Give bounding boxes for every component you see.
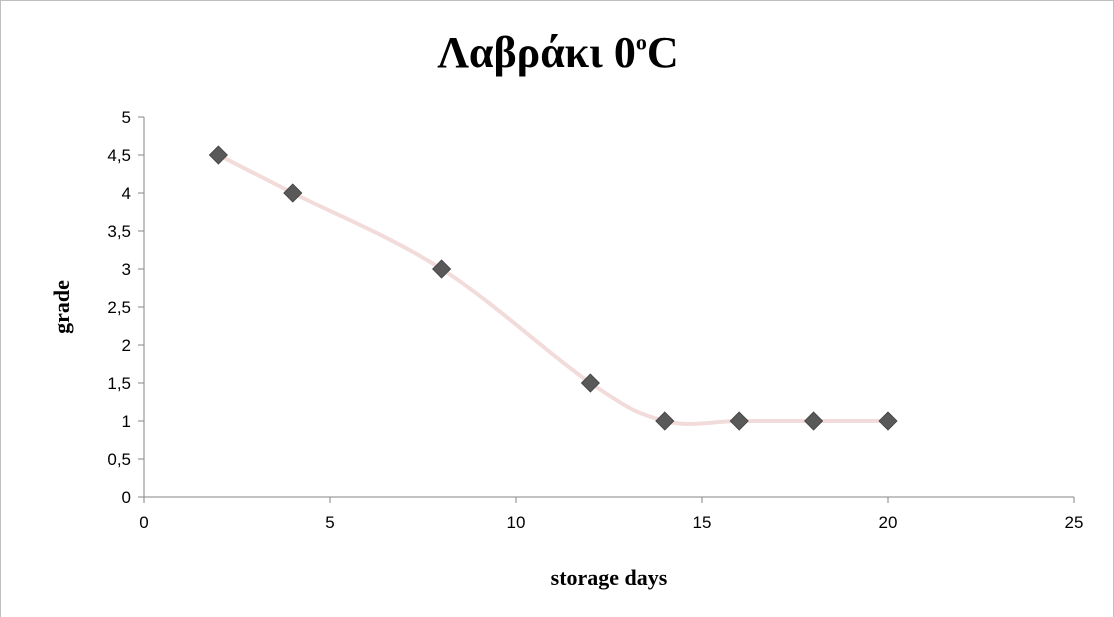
data-point-marker bbox=[804, 411, 824, 431]
data-point-marker bbox=[655, 411, 675, 431]
data-point-marker bbox=[283, 183, 303, 203]
y-tick-label: 0,5 bbox=[107, 450, 131, 469]
chart-title-main: Λαβράκι 0 bbox=[437, 28, 636, 77]
x-tick-label: 5 bbox=[325, 513, 334, 532]
x-tick-label: 0 bbox=[139, 513, 148, 532]
data-point-marker bbox=[432, 259, 452, 279]
y-tick-label: 2 bbox=[122, 336, 131, 355]
series bbox=[216, 153, 890, 426]
chart-title: Λαβράκι 0oC bbox=[1, 31, 1114, 75]
y-tick-label: 4,5 bbox=[107, 146, 131, 165]
y-tick-label: 5 bbox=[122, 108, 131, 127]
x-tick-label: 20 bbox=[879, 513, 898, 532]
y-tick-label: 3,5 bbox=[107, 222, 131, 241]
data-point-marker bbox=[208, 145, 228, 165]
x-tick-label: 15 bbox=[693, 513, 712, 532]
y-tick-label: 2,5 bbox=[107, 298, 131, 317]
data-point-marker bbox=[878, 411, 898, 431]
y-tick-label: 1 bbox=[122, 412, 131, 431]
chart-title-degree: o bbox=[635, 29, 647, 55]
axes bbox=[143, 117, 1074, 498]
y-tick-label: 3 bbox=[122, 260, 131, 279]
y-tick-label: 0 bbox=[122, 488, 131, 507]
x-tick-label: 10 bbox=[507, 513, 526, 532]
chart-title-unit: C bbox=[646, 28, 679, 77]
y-tick-label: 4 bbox=[122, 184, 131, 203]
data-point-marker bbox=[729, 411, 749, 431]
tick-marks bbox=[138, 116, 1075, 503]
y-tick-label: 1,5 bbox=[107, 374, 131, 393]
tick-labels: 0 0,5 1 1,5 2 2,5 3 3,5 4 4,5 5 0 5 10 15 20 25 bbox=[107, 108, 1083, 532]
data-markers bbox=[208, 145, 898, 431]
y-axis-title: grade bbox=[49, 280, 74, 334]
x-tick-label: 25 bbox=[1065, 513, 1084, 532]
data-point-marker bbox=[580, 373, 600, 393]
x-axis-title: storage days bbox=[551, 565, 668, 590]
series-line bbox=[216, 153, 890, 426]
